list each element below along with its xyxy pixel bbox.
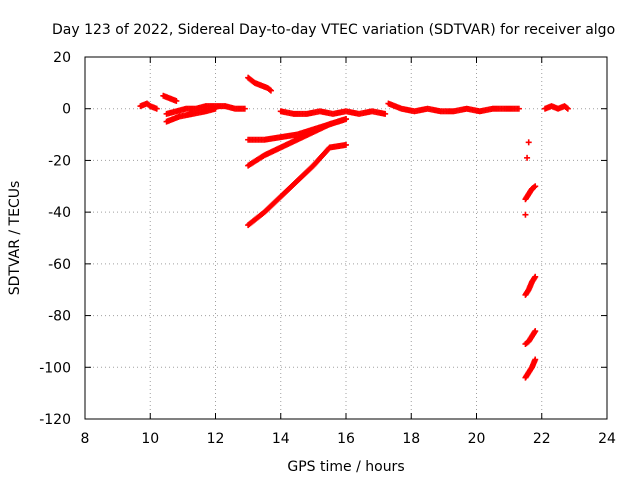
x-tick-label: 18 xyxy=(402,431,420,447)
data-point xyxy=(532,328,539,335)
x-tick-label: 16 xyxy=(337,431,355,447)
data-point xyxy=(343,141,349,148)
data-point xyxy=(382,110,389,117)
y-tick-label: -120 xyxy=(39,412,71,428)
y-tick-label: -80 xyxy=(48,309,71,325)
y-axis-label: SDTVAR / TECUs xyxy=(7,181,23,296)
data-point xyxy=(564,105,571,112)
plot-frame xyxy=(84,56,608,420)
data-point xyxy=(524,154,531,161)
x-tick-label: 10 xyxy=(141,431,159,447)
data-point xyxy=(532,183,539,190)
data-point xyxy=(212,105,219,112)
data-point xyxy=(531,184,538,191)
x-axis-label: GPS time / hours xyxy=(287,459,404,475)
data-point xyxy=(343,116,349,123)
data-point xyxy=(532,356,539,363)
axis-ticks: 8 10 12 14 16 18 20 22 24 20 0 -20 -40 -60 -80 -100 -120 xyxy=(39,50,616,447)
data-point xyxy=(241,105,248,112)
chart-title: Day 123 of 2022, Sidereal Day-to-day VTE… xyxy=(52,22,615,38)
y-tick-label: 0 xyxy=(62,102,71,118)
data-point xyxy=(563,104,570,111)
y-tick-label: 20 xyxy=(53,50,71,66)
data-point xyxy=(173,97,180,104)
data-point xyxy=(266,86,273,93)
data-point xyxy=(525,139,532,146)
y-tick-label: -100 xyxy=(39,360,71,376)
x-tick-label: 14 xyxy=(272,431,290,447)
x-tick-label: 12 xyxy=(207,431,225,447)
data-points xyxy=(137,74,571,381)
y-tick-label: -40 xyxy=(48,205,71,221)
y-tick-label: -20 xyxy=(48,153,71,169)
data-point xyxy=(522,211,529,218)
x-tick-label: 24 xyxy=(598,431,616,447)
data-point xyxy=(532,273,539,280)
data-point xyxy=(153,105,160,112)
x-tick-label: 20 xyxy=(468,431,486,447)
x-tick-label: 8 xyxy=(81,431,90,447)
data-point xyxy=(267,87,274,94)
y-tick-label: -60 xyxy=(48,257,71,273)
x-tick-label: 22 xyxy=(533,431,551,447)
data-point xyxy=(515,105,522,112)
